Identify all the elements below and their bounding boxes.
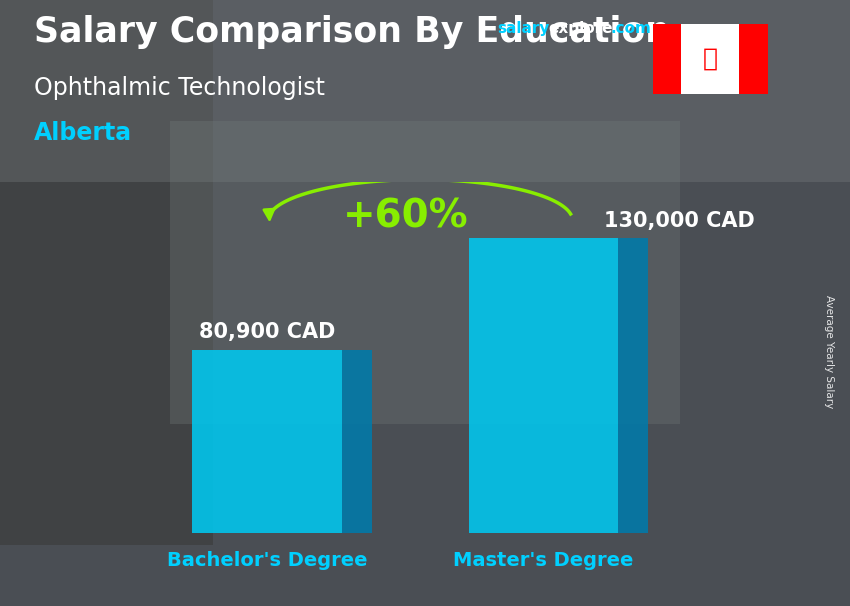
Polygon shape [619, 239, 649, 533]
Text: +60%: +60% [343, 198, 468, 235]
Text: Master's Degree: Master's Degree [453, 551, 634, 570]
Bar [170, 121, 680, 424]
Text: 130,000 CAD: 130,000 CAD [604, 210, 754, 230]
Text: explorer: explorer [548, 21, 620, 36]
Text: salary: salary [497, 21, 550, 36]
Text: Ophthalmic Technologist: Ophthalmic Technologist [34, 76, 325, 100]
Bar [739, 24, 768, 94]
Bar [0, 0, 212, 545]
Text: Bachelor's Degree: Bachelor's Degree [167, 551, 367, 570]
Polygon shape [342, 350, 371, 533]
Bar [0, 0, 850, 182]
Text: Salary Comparison By Education: Salary Comparison By Education [34, 15, 670, 49]
Polygon shape [469, 239, 619, 533]
Text: Alberta: Alberta [34, 121, 132, 145]
Polygon shape [192, 350, 342, 533]
Text: .com: .com [610, 21, 651, 36]
Text: 🍁: 🍁 [703, 47, 717, 71]
Text: 80,900 CAD: 80,900 CAD [199, 322, 335, 342]
Text: Average Yearly Salary: Average Yearly Salary [824, 295, 834, 408]
Bar [653, 24, 682, 94]
